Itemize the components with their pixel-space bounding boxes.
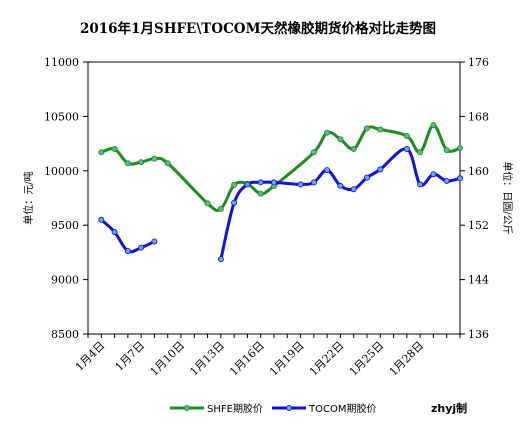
data-point (257, 179, 264, 186)
left-tick-label: 10500 (44, 110, 79, 123)
data-point (111, 228, 118, 235)
data-point (350, 186, 357, 193)
right-tick-label: 160 (468, 165, 489, 178)
series-shfe (98, 122, 463, 213)
x-tick-label: 1月22日 (307, 339, 347, 379)
x-axis-ticks: 1月4日 1月7日 1月10日 1月13日 1月16日 1月19日 1月22日 1月25日 1月… (73, 334, 461, 379)
data-point (138, 159, 145, 166)
x-tick-label: 1月28日 (387, 339, 427, 379)
data-point (297, 181, 304, 188)
legend: SHFE期胶价 TOCOM期胶价 (170, 402, 376, 415)
data-point (337, 182, 344, 189)
data-point (377, 126, 384, 133)
data-point (310, 179, 317, 186)
data-point (403, 145, 410, 152)
series-line (99, 218, 156, 254)
series-tocom (98, 145, 463, 263)
data-point (456, 144, 463, 151)
data-point (350, 145, 357, 152)
x-tick-label: 1月16日 (227, 339, 267, 379)
data-point (151, 238, 158, 245)
legend-label-shfe: SHFE期胶价 (207, 402, 263, 415)
x-tick-label: 1月10日 (148, 339, 188, 379)
left-tick-label: 10000 (44, 165, 79, 178)
right-tick-label: 176 (468, 56, 489, 69)
legend-marker-shfe (183, 404, 190, 411)
data-point (417, 181, 424, 188)
x-tick-label: 1月13日 (187, 339, 227, 379)
data-point (377, 166, 384, 173)
data-point (443, 177, 450, 184)
data-point (337, 136, 344, 143)
left-tick-label: 9000 (51, 274, 79, 287)
left-tick-label: 9500 (51, 219, 79, 232)
data-point (98, 216, 105, 223)
series-layer (98, 122, 463, 263)
x-tick-label: 1月7日 (113, 339, 148, 374)
data-point (244, 181, 251, 188)
data-point (124, 247, 131, 254)
data-point (443, 147, 450, 154)
left-tick-label: 11000 (44, 56, 79, 69)
data-point (231, 199, 238, 206)
x-tick-label: 1月25日 (347, 339, 387, 379)
data-point (430, 122, 437, 129)
data-point (98, 149, 105, 156)
data-point (217, 205, 224, 212)
data-point (363, 174, 370, 181)
data-point (417, 149, 424, 156)
x-tick-label: 1月4日 (73, 339, 108, 374)
right-axis-label: 单位：日圆/公斤 (501, 161, 514, 234)
x-tick-label: 1月19日 (267, 339, 307, 379)
data-point (204, 200, 211, 207)
left-axis-label: 单位：元/吨 (22, 171, 35, 224)
data-point (403, 132, 410, 139)
data-point (363, 125, 370, 132)
data-point (324, 129, 331, 136)
series-line (219, 147, 462, 261)
right-tick-label: 152 (468, 219, 489, 232)
legend-label-tocom: TOCOM期胶价 (308, 402, 376, 415)
right-tick-label: 136 (468, 328, 489, 341)
data-point (124, 160, 131, 167)
left-tick-label: 8500 (51, 328, 79, 341)
data-point (430, 171, 437, 178)
credit-label: zhyj制 (431, 401, 467, 415)
data-point (151, 155, 158, 162)
data-point (217, 256, 224, 263)
data-point (456, 175, 463, 182)
data-point (270, 179, 277, 186)
plot-area (87, 61, 461, 335)
left-axis-ticks: 8500 9000 9500 10000 10500 11000 (44, 56, 88, 341)
data-point (164, 160, 171, 167)
right-tick-label: 168 (468, 110, 489, 123)
data-point (111, 145, 118, 152)
data-point (231, 181, 238, 188)
data-point (257, 190, 264, 197)
data-point (310, 149, 317, 156)
chart-title: 2016年1月SHFE\TOCOM天然橡胶期货价格对比走势图 (80, 20, 436, 37)
right-axis-ticks: 136 144 152 160 168 176 (460, 56, 489, 341)
data-point (324, 167, 331, 174)
legend-marker-tocom (285, 404, 292, 411)
data-point (138, 244, 145, 251)
right-tick-label: 144 (468, 274, 489, 287)
